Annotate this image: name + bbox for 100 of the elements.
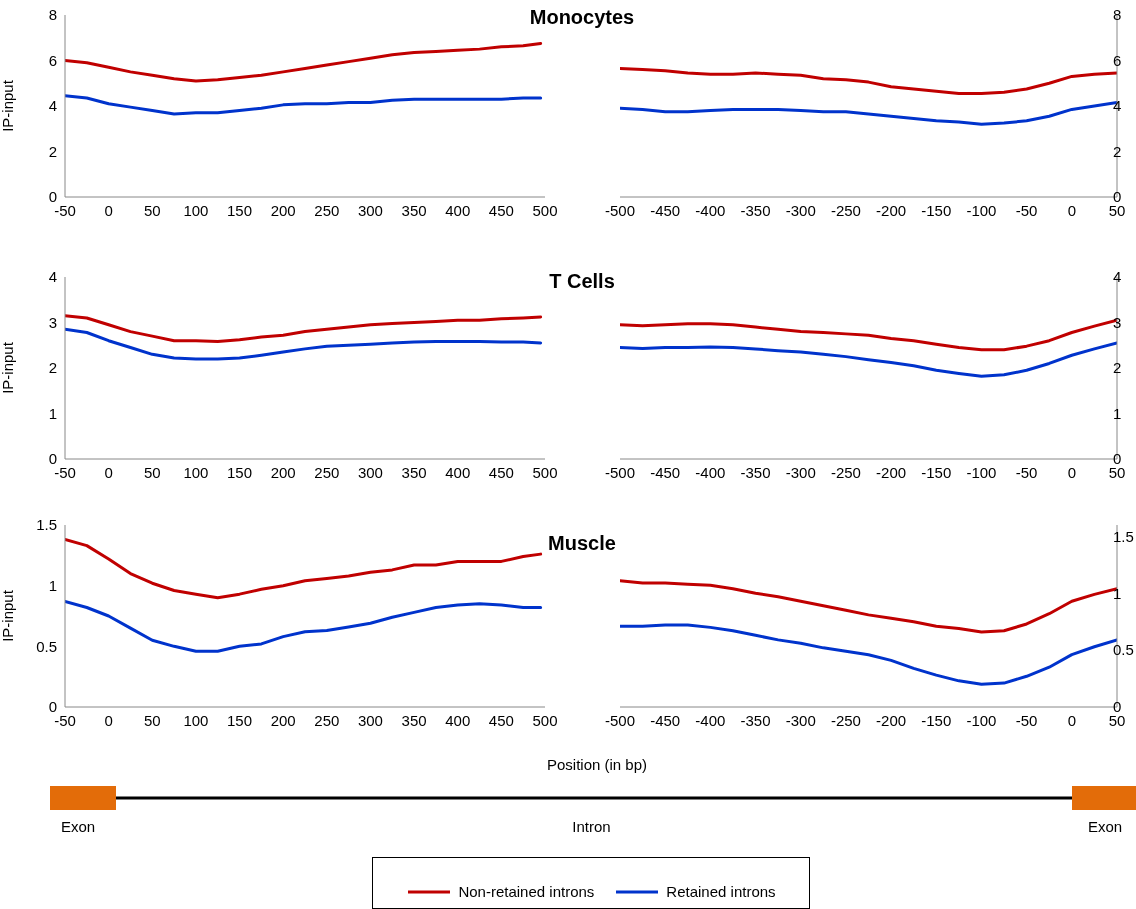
x-tick-label: 350 [401, 463, 427, 481]
x-tick-label: 450 [488, 463, 514, 481]
chart-title: Monocytes [529, 6, 635, 29]
y-axis-title: IP-input [0, 79, 17, 132]
x-tick-label: -350 [740, 711, 771, 729]
line-series [620, 66, 1117, 95]
y-axis-title: IP-input [0, 589, 17, 642]
y2-tick-label: 1.5 [1113, 527, 1134, 545]
line-series [65, 94, 543, 116]
text: Exon [60, 818, 96, 835]
x-tick-label: 350 [401, 201, 427, 219]
x-tick-label: 400 [445, 711, 471, 729]
y-tick-label: 1 [48, 576, 57, 594]
x-tick-label: 350 [401, 711, 427, 729]
x-tick-label: 450 [488, 711, 514, 729]
y2-tick-label: 1 [1113, 404, 1122, 422]
x-tick-label: 50 [143, 711, 161, 729]
line-series [65, 314, 543, 344]
x-tick-label: -400 [695, 711, 726, 729]
text: Intron [572, 818, 611, 835]
x-tick-label: -50 [1015, 463, 1038, 481]
x-tick-label: 250 [314, 711, 340, 729]
y2-tick-label: 6 [1113, 51, 1122, 69]
y2-tick-label: 0.5 [1113, 641, 1134, 659]
x-tick-label: 200 [270, 711, 296, 729]
x-tick-label: -500 [604, 201, 636, 219]
y-axis-title: IP-input [0, 341, 17, 394]
legend-label: Non-retained introns [458, 883, 595, 900]
x-tick-label: -250 [830, 711, 861, 729]
line-series [65, 599, 543, 653]
x-tick-label: 0 [1067, 201, 1076, 219]
x-tick-label: -50 [54, 711, 76, 729]
x-tick-label: -400 [695, 201, 726, 219]
line-series [65, 41, 543, 83]
y-tick-label: 8 [48, 6, 57, 24]
x-tick-label: 100 [183, 201, 209, 219]
x-tick-label: 200 [270, 463, 296, 481]
x-tick-label: 150 [227, 201, 253, 219]
x-tick-label: -350 [740, 201, 771, 219]
chart-title: Muscle [548, 532, 616, 555]
x-tick-label: 0 [1067, 711, 1076, 729]
y2-tick-label: 8 [1113, 6, 1122, 24]
line-series [65, 538, 543, 600]
x-tick-label: 150 [227, 463, 253, 481]
y-tick-label: 1 [48, 404, 57, 422]
x-tick-label: 300 [357, 463, 383, 481]
x-tick-label: 50 [143, 201, 161, 219]
x-tick-label: -100 [966, 463, 997, 481]
x-tick-label: -300 [785, 711, 816, 729]
x-tick-label: 250 [314, 201, 340, 219]
x-tick-label: -200 [876, 463, 907, 481]
x-tick-label: 0 [104, 201, 113, 219]
x-tick-label: -200 [876, 201, 907, 219]
line-series [65, 327, 543, 361]
x-tick-label: 500 [532, 711, 558, 729]
x-tick-label: 150 [227, 711, 253, 729]
text: Exon [1087, 818, 1123, 835]
x-tick-label: -500 [604, 463, 636, 481]
y-tick-label: 1.5 [36, 516, 57, 534]
x-tick-label: -200 [876, 711, 907, 729]
x-tick-label: -250 [830, 201, 861, 219]
x-tick-label: -500 [604, 711, 636, 729]
y-tick-label: 0 [48, 450, 57, 468]
x-tick-label: 300 [357, 201, 383, 219]
x-tick-label: 0 [104, 711, 113, 729]
y2-tick-label: 1 [1113, 584, 1122, 602]
x-tick-label: -300 [785, 201, 816, 219]
y-tick-label: 3 [48, 313, 57, 331]
x-tick-label: 300 [357, 711, 383, 729]
x-tick-label: -150 [921, 201, 952, 219]
x-tick-label: 250 [314, 463, 340, 481]
y-tick-label: 0 [48, 698, 57, 716]
x-tick-label: -450 [650, 201, 681, 219]
x-tick-label: 450 [488, 201, 514, 219]
x-tick-label: 500 [532, 201, 558, 219]
y-tick-label: 2 [48, 359, 57, 377]
x-tick-label: -50 [1015, 201, 1038, 219]
x-axis-title: Position (in bp) [546, 756, 648, 773]
x-tick-label: 100 [183, 463, 209, 481]
x-tick-label: -50 [54, 201, 76, 219]
x-tick-label: -100 [966, 201, 997, 219]
y-tick-label: 4 [48, 97, 57, 115]
y2-tick-label: 2 [1113, 359, 1122, 377]
x-tick-label: -150 [921, 463, 952, 481]
x-tick-label: -150 [921, 711, 952, 729]
x-tick-label: 0 [104, 463, 113, 481]
x-tick-label: 0 [1067, 463, 1076, 481]
x-tick-label: -350 [740, 463, 771, 481]
y-tick-label: 0.5 [36, 637, 57, 655]
y-tick-label: 4 [48, 268, 57, 286]
legend-label: Retained introns [666, 883, 776, 900]
x-tick-label: -300 [785, 463, 816, 481]
x-tick-label: -50 [1015, 711, 1038, 729]
x-tick-label: -50 [54, 463, 76, 481]
x-tick-label: -250 [830, 463, 861, 481]
y-tick-label: 2 [48, 142, 57, 160]
y2-tick-label: 2 [1113, 142, 1122, 160]
chart-title: T Cells [549, 270, 615, 293]
y2-tick-label: 3 [1113, 313, 1122, 331]
y-tick-label: 0 [48, 188, 57, 206]
